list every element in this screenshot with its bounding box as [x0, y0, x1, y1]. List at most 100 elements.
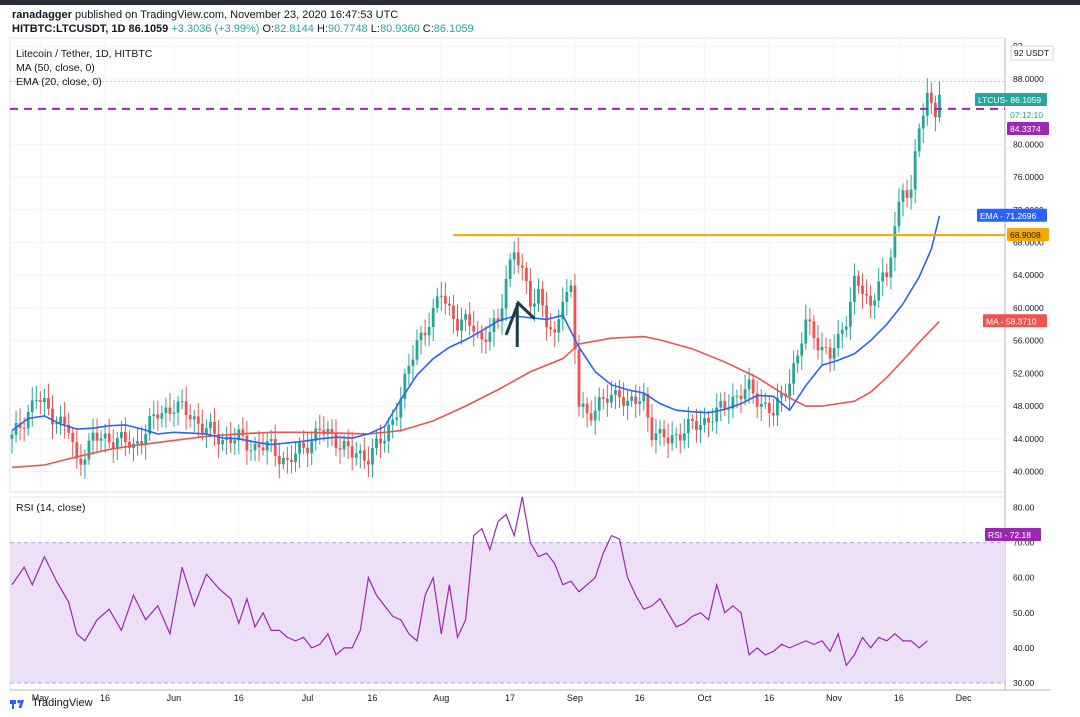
candle-body [626, 400, 629, 406]
candle-body [294, 453, 297, 462]
candle-body [630, 396, 634, 401]
rsi-tick-label: 50.00 [1013, 608, 1035, 618]
tradingview-brand: TradingView [32, 697, 93, 709]
candle-body [589, 413, 593, 421]
candle-body [91, 432, 95, 441]
ma-badge: MA - 58.3710 [986, 316, 1037, 326]
candle-body [346, 441, 350, 447]
candle-body [383, 441, 386, 444]
price-tick-label: 48.0000 [1013, 401, 1044, 411]
candle-body [739, 395, 743, 400]
candle-body [419, 332, 423, 341]
candle-body [439, 295, 443, 297]
open-label: O: [262, 23, 275, 35]
chart-title: Litecoin / Tether, 1D, HITBTC [16, 48, 153, 60]
candle-body [71, 432, 75, 443]
price-tick-label: 80.0000 [1013, 139, 1044, 149]
candle-body [427, 326, 431, 336]
candle-body [755, 393, 759, 407]
candle-body [79, 458, 83, 465]
candle-body [176, 401, 180, 413]
publish-header: ranadagger published on TradingView.com,… [12, 8, 474, 36]
candle-body [51, 408, 54, 425]
candle-body [873, 300, 877, 306]
candle-body [614, 390, 617, 395]
candle-body [30, 400, 34, 412]
candle-body [34, 399, 38, 401]
candle-body [747, 379, 751, 390]
candle-body [326, 428, 330, 435]
close-value: 86.1059 [433, 23, 474, 35]
candle-body [699, 425, 702, 430]
publisher-name[interactable]: ranadagger [12, 9, 72, 21]
candle-body [314, 428, 318, 442]
candle-body [480, 332, 484, 340]
candle-body [164, 407, 168, 414]
candle-body [245, 435, 249, 451]
candle-body [443, 295, 447, 304]
candle-body [63, 416, 67, 425]
candle-body [233, 440, 237, 444]
candle-body [379, 438, 382, 444]
candle-body [47, 397, 50, 409]
candle-body [302, 442, 305, 448]
candle-body [610, 394, 613, 403]
candle-body [10, 434, 14, 439]
candle-body [520, 265, 524, 268]
candle-body [853, 275, 856, 302]
candle-body [67, 424, 71, 433]
candle-body [804, 319, 808, 344]
time-tick-label: 16 [635, 693, 645, 703]
tradingview-logo-icon [10, 699, 24, 709]
candle-body [516, 252, 520, 266]
candle-body [75, 442, 79, 459]
candle-body [731, 396, 735, 409]
candle-body [249, 450, 253, 452]
candle-body [529, 281, 532, 307]
candle-body [196, 416, 200, 424]
candle-body [678, 434, 682, 441]
candle-body [330, 428, 334, 434]
candle-body [877, 281, 881, 301]
candle-body [646, 393, 650, 418]
candle-body [217, 433, 220, 445]
candle-body [460, 319, 463, 331]
candle-body [897, 201, 901, 227]
candle-body [618, 390, 621, 398]
countdown-badge: 07:12:10 [1010, 110, 1043, 120]
candle-body [26, 411, 30, 429]
candle-body [277, 456, 281, 465]
candle-body [909, 189, 913, 198]
candle-body [140, 441, 143, 446]
candle-body [99, 438, 103, 441]
rsi-legend: RSI (14, close) [16, 502, 85, 514]
ma-50-line [11, 320, 941, 469]
candle-body [622, 397, 625, 406]
candle-body [431, 307, 435, 327]
price-tick-label: 68.0000 [1013, 238, 1044, 248]
candle-body [597, 397, 601, 411]
candle-body [772, 412, 775, 416]
candle-body [144, 434, 148, 446]
candle-body [565, 291, 569, 302]
currency-label: 92 USDT [1014, 48, 1049, 58]
ema-badge: EMA - 71.2696 [980, 211, 1037, 221]
candle-body [934, 102, 937, 118]
candle-body [83, 459, 87, 465]
price-tick-label: 64.0000 [1013, 270, 1044, 280]
candle-body [492, 318, 496, 333]
ltc-price-badge-bg [975, 93, 1047, 106]
purple-level-badge: 84.3374 [1010, 124, 1041, 134]
candle-body [395, 417, 399, 420]
candle-body [885, 272, 889, 278]
candle-body [792, 363, 796, 384]
candle-body [917, 128, 921, 152]
candle-body [156, 414, 160, 419]
top-strip [0, 0, 1080, 5]
candle-body [367, 460, 370, 465]
low-label: L: [370, 23, 380, 35]
candle-body [241, 429, 245, 436]
candle-body [820, 347, 824, 351]
candle-body [213, 422, 216, 434]
